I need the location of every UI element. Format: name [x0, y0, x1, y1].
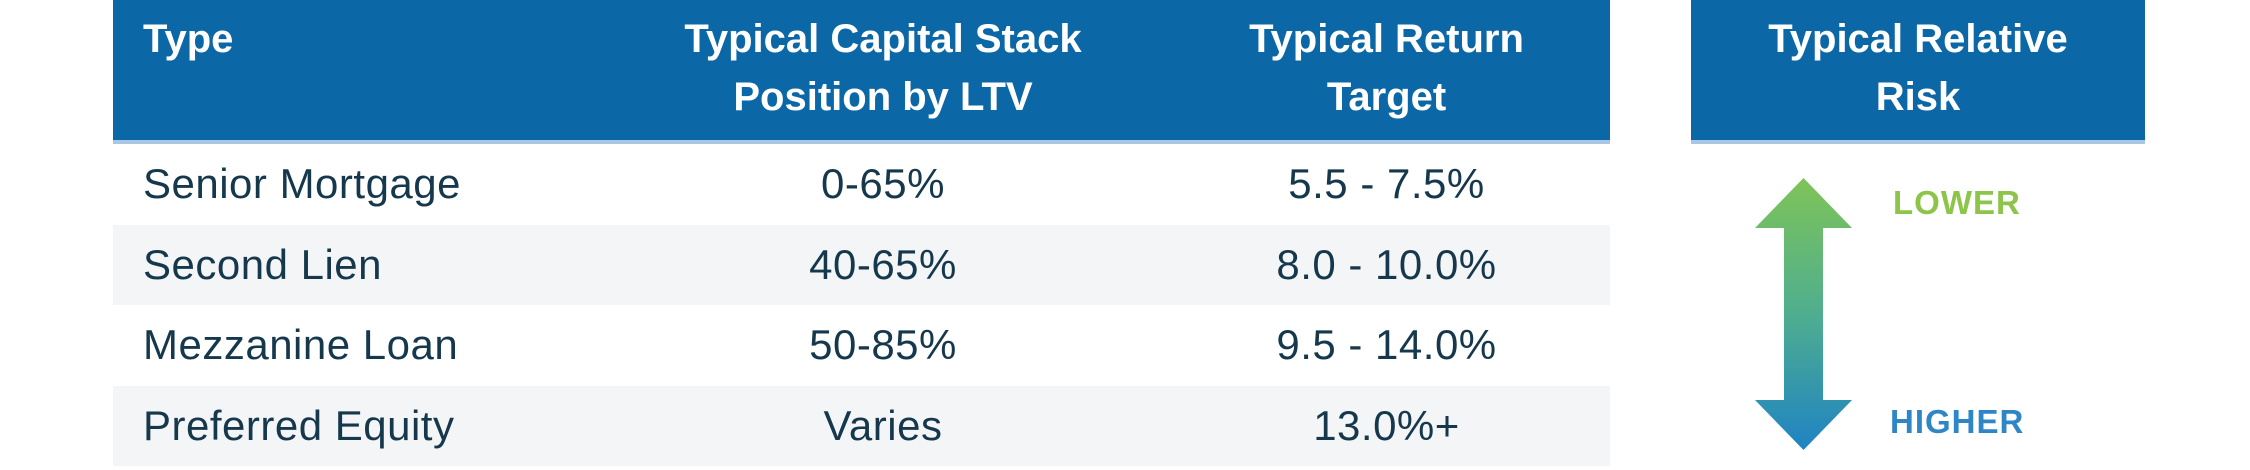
- cell-ltv: 40-65%: [809, 240, 957, 288]
- column-header-capital-stack-line1: Typical Capital Stack: [684, 17, 1082, 61]
- column-header-capital-stack-line2: Position by LTV: [733, 75, 1033, 119]
- risk-label-lower: LOWER: [1893, 184, 2021, 221]
- cell-type: Second Lien: [143, 240, 383, 288]
- risk-panel-header-line1: Typical Relative: [1768, 17, 2068, 61]
- cell-return: 13.0%+: [1313, 401, 1460, 449]
- cell-ltv: Varies: [823, 401, 943, 449]
- table-row: Senior Mortgage 0-65% 5.5 - 7.5%: [113, 144, 1610, 225]
- column-header-return-target: Typical Return Target: [1163, 0, 1610, 140]
- cell-ltv: 50-85%: [809, 321, 957, 369]
- table-row: Second Lien 40-65% 8.0 - 10.0%: [113, 224, 1610, 305]
- cell-return: 5.5 - 7.5%: [1288, 160, 1485, 208]
- column-header-capital-stack: Typical Capital Stack Position by LTV: [603, 0, 1163, 140]
- cell-ltv: 0-65%: [821, 160, 945, 208]
- risk-panel-header: Typical Relative Risk: [1691, 0, 2145, 144]
- risk-label-higher: HIGHER: [1890, 403, 2025, 440]
- table-body: Senior Mortgage 0-65% 5.5 - 7.5% Second …: [113, 144, 1610, 466]
- column-header-type: Type: [143, 17, 234, 61]
- cell-return: 8.0 - 10.0%: [1276, 240, 1497, 288]
- cell-return: 9.5 - 14.0%: [1276, 321, 1497, 369]
- column-header-return-target-line1: Typical Return: [1249, 17, 1524, 61]
- cell-type: Senior Mortgage: [143, 160, 462, 208]
- risk-panel-header-line2: Risk: [1875, 75, 1961, 119]
- capital-stack-table: Type Typical Capital Stack Position by L…: [113, 0, 1610, 470]
- relative-risk-panel: Typical Relative Risk LOWER HIGHER: [1691, 0, 2145, 470]
- table-header-row: Type Typical Capital Stack Position by L…: [113, 0, 1610, 144]
- double-vertical-arrow-icon: [1755, 178, 1852, 450]
- table-row: Preferred Equity Varies 13.0%+: [113, 385, 1610, 466]
- column-header-return-target-line2: Target: [1326, 75, 1447, 119]
- cell-type: Mezzanine Loan: [143, 321, 459, 369]
- cell-type: Preferred Equity: [143, 401, 455, 449]
- table-row: Mezzanine Loan 50-85% 9.5 - 14.0%: [113, 305, 1610, 386]
